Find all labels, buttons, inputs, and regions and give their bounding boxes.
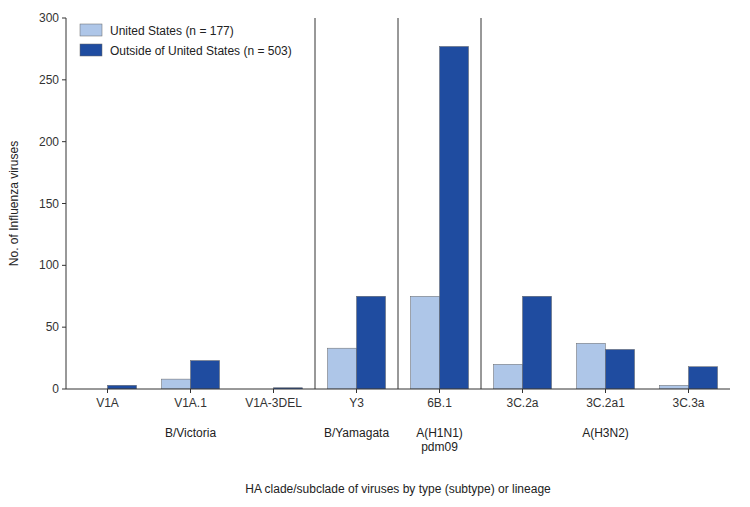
group-label: A(H3N2) — [582, 426, 629, 440]
y-tick-label: 150 — [39, 197, 59, 211]
legend: United States (n = 177) Outside of United… — [80, 24, 292, 58]
x-tick — [605, 389, 606, 393]
x-axis — [66, 389, 730, 390]
group-label: A(H1N1)pdm09 — [416, 426, 463, 454]
y-axis-label: No. of Influenza viruses — [7, 141, 21, 266]
bar — [659, 385, 688, 389]
y-tick — [62, 79, 66, 80]
group-label-line: B/Yamagata — [324, 426, 389, 440]
bar — [191, 361, 220, 389]
bars — [108, 46, 718, 389]
bar — [410, 296, 439, 389]
group-label-line: A(H1N1) — [416, 426, 463, 440]
group-label-line: B/Victoria — [165, 426, 216, 440]
x-tick-label: 6B.1 — [427, 396, 452, 410]
y-tick-label: 50 — [46, 320, 60, 334]
bar — [327, 348, 356, 389]
x-tick — [356, 389, 357, 393]
y-tick — [62, 141, 66, 142]
x-tick — [439, 389, 440, 393]
group-separator — [481, 18, 482, 389]
legend-swatch — [80, 44, 102, 56]
bar — [161, 379, 190, 389]
x-tick-label: Y3 — [349, 396, 364, 410]
bar — [523, 296, 552, 389]
group-label: B/Yamagata — [324, 426, 389, 440]
x-tick-label: 3C.2a1 — [586, 396, 625, 410]
group-label-line: pdm09 — [421, 440, 458, 454]
x-tick — [688, 389, 689, 393]
bar — [606, 349, 635, 389]
x-tick — [273, 389, 274, 393]
y-tick — [62, 203, 66, 204]
bar — [493, 364, 522, 389]
x-tick-label: V1A — [96, 396, 119, 410]
x-tick — [522, 389, 523, 393]
y-tick — [62, 265, 66, 266]
y-tick-label: 300 — [39, 11, 59, 25]
group-separator — [398, 18, 399, 389]
y-tick — [62, 389, 66, 390]
y-tick-label: 200 — [39, 135, 59, 149]
legend-label: Outside of United States (n = 503) — [110, 44, 292, 58]
bar — [440, 46, 469, 389]
x-tick-label: 3C.2a — [506, 396, 538, 410]
group-label: B/Victoria — [165, 426, 216, 440]
x-tick-label: 3C.3a — [672, 396, 704, 410]
group-separator — [315, 18, 316, 389]
bar — [689, 367, 718, 389]
x-tick-label: V1A.1 — [174, 396, 207, 410]
legend-swatch — [80, 24, 102, 36]
bar — [108, 385, 137, 389]
group-label-line: A(H3N2) — [582, 426, 629, 440]
y-tick-label: 0 — [52, 382, 59, 396]
x-tick-label: V1A-3DEL — [245, 396, 302, 410]
chart: B/Victoria B/Yamagata A(H1N1)pdm09 A(H3N2) 0… — [0, 0, 750, 507]
y-tick — [62, 327, 66, 328]
bar — [576, 343, 605, 389]
bar — [357, 296, 386, 389]
x-tick — [190, 389, 191, 393]
y-tick-label: 100 — [39, 258, 59, 272]
y-tick-label: 250 — [39, 73, 59, 87]
y-tick — [62, 18, 66, 19]
legend-label: United States (n = 177) — [110, 24, 234, 38]
x-tick — [107, 389, 108, 393]
x-axis-label: HA clade/subclade of viruses by type (su… — [245, 482, 551, 496]
